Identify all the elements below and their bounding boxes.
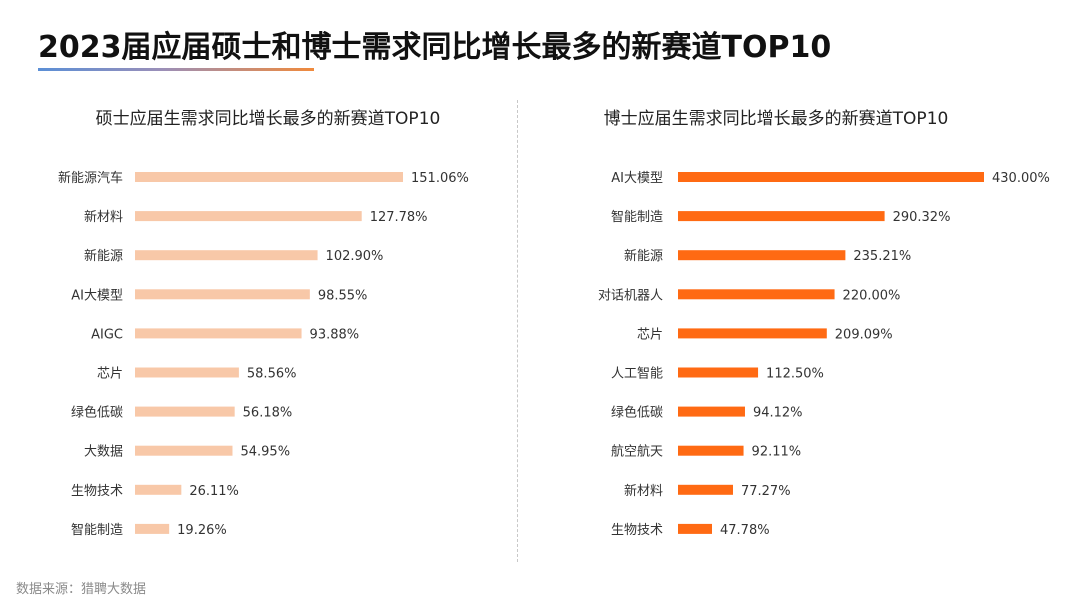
phd-value-label: 430.00%: [992, 171, 1050, 186]
phd-category-label: AI大模型: [611, 171, 663, 186]
phd-category-label: 航空航天: [611, 444, 663, 460]
phd-bar: [678, 250, 846, 261]
phd-bar: [678, 367, 759, 378]
masters-category-label: 智能制造: [71, 523, 123, 538]
page-title: 2023届应届硕士和博士需求同比增长最多的新赛道TOP10: [38, 30, 832, 65]
masters-value-label: 127.78%: [370, 210, 428, 225]
phd-category-label: 新能源: [624, 248, 663, 264]
phd-bar: [678, 445, 744, 456]
masters-value-label: 26.11%: [189, 484, 239, 499]
title-underline: [38, 68, 314, 71]
masters-value-label: 56.18%: [243, 406, 293, 421]
phd-bar: [678, 406, 745, 417]
chart-divider: [517, 100, 518, 562]
phd-category-label: 新材料: [624, 483, 663, 499]
phd-value-label: 92.11%: [752, 445, 802, 460]
masters-bar: [135, 523, 170, 534]
phd-value-label: 77.27%: [741, 484, 791, 499]
masters-bar: [135, 328, 302, 339]
masters-bar: [135, 445, 233, 456]
phd-value-label: 235.21%: [853, 249, 911, 264]
masters-category-label: 芯片: [97, 367, 123, 382]
phd-bar: [678, 523, 713, 534]
masters-bar: [135, 172, 403, 182]
phd-value-label: 94.12%: [753, 406, 803, 421]
data-source: 数据来源：猎聘大数据: [16, 582, 147, 597]
phd-category-label: 人工智能: [611, 367, 663, 382]
masters-bar: [135, 211, 362, 222]
masters-value-label: 54.95%: [240, 445, 290, 460]
masters-bar: [135, 250, 318, 261]
phd-bar: [678, 484, 733, 495]
phd-value-label: 220.00%: [843, 288, 901, 303]
masters-category-label: 新能源: [84, 248, 123, 264]
masters-category-label: 绿色低碳: [71, 405, 123, 421]
right-chart-title: 博士应届生需求同比增长最多的新赛道TOP10: [603, 109, 949, 129]
masters-category-label: 新材料: [84, 209, 123, 225]
masters-value-label: 98.55%: [318, 288, 368, 303]
phd-category-label: 芯片: [637, 327, 663, 342]
masters-category-label: 大数据: [84, 445, 123, 460]
phd-bar: [678, 328, 827, 339]
left-chart-title: 硕士应届生需求同比增长最多的新赛道TOP10: [95, 109, 441, 129]
phd-bar: [678, 289, 835, 300]
phd-value-label: 47.78%: [720, 523, 770, 538]
masters-bar: [135, 367, 239, 378]
masters-category-label: 新能源汽车: [58, 170, 123, 186]
masters-category-label: 生物技术: [71, 484, 123, 499]
phd-bar: [678, 172, 984, 182]
phd-category-label: 对话机器人: [598, 288, 663, 303]
masters-category-label: AIGC: [91, 327, 123, 342]
phd-bar: [678, 211, 885, 222]
phd-value-label: 209.09%: [835, 327, 893, 342]
phd-category-label: 智能制造: [611, 210, 663, 225]
phd-value-label: 290.32%: [893, 210, 951, 225]
masters-value-label: 93.88%: [310, 327, 360, 342]
masters-bar: [135, 406, 235, 417]
masters-value-label: 19.26%: [177, 523, 227, 538]
phd-category-label: 生物技术: [611, 523, 663, 538]
phd-value-label: 112.50%: [766, 367, 824, 382]
phd-category-label: 绿色低碳: [611, 405, 663, 421]
masters-value-label: 58.56%: [247, 367, 297, 382]
masters-value-label: 151.06%: [411, 171, 469, 186]
masters-value-label: 102.90%: [326, 249, 384, 264]
masters-bar: [135, 289, 310, 300]
masters-bar: [135, 484, 182, 495]
masters-category-label: AI大模型: [71, 288, 123, 303]
